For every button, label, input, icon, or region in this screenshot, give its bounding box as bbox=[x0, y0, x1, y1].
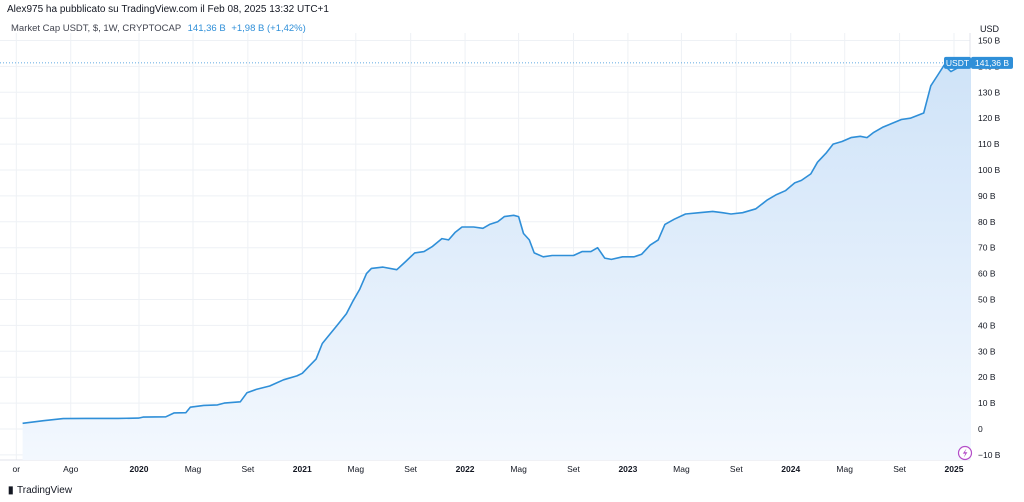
y-tick-label: 0 bbox=[978, 424, 983, 434]
series-legend[interactable]: Market Cap USDT, $, 1W, CRYPTOCAP 141,36… bbox=[11, 23, 306, 34]
x-tick-label: Set bbox=[730, 464, 743, 474]
x-tick-label: Mag bbox=[185, 464, 202, 474]
x-tick-label: or bbox=[13, 464, 21, 474]
x-tick-label: 2021 bbox=[293, 464, 312, 474]
y-tick-label: 80 B bbox=[978, 217, 996, 227]
x-tick-label: Set bbox=[241, 464, 254, 474]
y-tick-label: 130 B bbox=[978, 87, 1001, 97]
x-tick-label: 2024 bbox=[781, 464, 800, 474]
x-tick-label: 2025 bbox=[945, 464, 964, 474]
y-tick-label: 120 B bbox=[978, 113, 1001, 123]
x-tick-label: Mag bbox=[836, 464, 853, 474]
y-tick-label: 100 B bbox=[978, 165, 1001, 175]
area-fill bbox=[22, 62, 972, 461]
y-tick-label: 20 B bbox=[978, 372, 996, 382]
currency-label[interactable]: USD bbox=[980, 24, 1000, 34]
legend-change: +1,98 B (+1,42%) bbox=[231, 23, 306, 34]
x-tick-label: 2020 bbox=[130, 464, 149, 474]
y-tick-label: −10 B bbox=[978, 450, 1001, 460]
price-badge bbox=[971, 56, 1013, 69]
x-tick-label: Mag bbox=[510, 464, 527, 474]
price-axis[interactable]: −10 B 0 10 B 20 B 30 B 40 B 50 B 60 B 70 B 80 B 90… bbox=[978, 36, 1001, 460]
time-axis[interactable]: or Ago 2020 Mag Set 2021 Mag Set 2022 Mag Set 2023 M… bbox=[13, 464, 964, 474]
x-tick-label: Ago bbox=[63, 464, 78, 474]
x-tick-label: 2022 bbox=[456, 464, 475, 474]
y-tick-label: 30 B bbox=[978, 346, 996, 356]
y-tick-label: 150 B bbox=[978, 36, 1001, 46]
alert-icon[interactable] bbox=[957, 445, 973, 461]
legend-value: 141,36 B bbox=[187, 23, 226, 34]
tradingview-logo-text: TradingView bbox=[17, 485, 73, 496]
footer-branding[interactable]: ▮ TradingView bbox=[8, 485, 72, 496]
price-badge-label: 141,36 B bbox=[975, 58, 1009, 68]
tradingview-logo-icon: ▮ bbox=[8, 485, 14, 496]
ticker-badge bbox=[944, 56, 971, 69]
y-tick-label: 50 B bbox=[978, 295, 996, 305]
x-tick-label: Mag bbox=[673, 464, 690, 474]
published-by-line: Alex975 ha pubblicato su TradingView.com… bbox=[7, 4, 329, 15]
y-tick-label: 70 B bbox=[978, 243, 996, 253]
x-tick-label: Set bbox=[404, 464, 417, 474]
symbol-label[interactable]: Market Cap USDT, $, 1W, CRYPTOCAP bbox=[11, 23, 181, 34]
ticker-badge-label: USDT bbox=[946, 58, 969, 68]
y-tick-label: 110 B bbox=[978, 139, 1000, 149]
y-tick-label: 40 B bbox=[978, 320, 996, 330]
last-price-badge: USDT 141,36 B bbox=[944, 56, 1013, 69]
y-tick-label: 10 B bbox=[978, 398, 996, 408]
y-tick-label: 90 B bbox=[978, 191, 996, 201]
x-tick-label: Set bbox=[567, 464, 580, 474]
x-tick-label: 2023 bbox=[618, 464, 637, 474]
x-tick-label: Mag bbox=[348, 464, 365, 474]
x-tick-label: Set bbox=[893, 464, 906, 474]
y-tick-label: 60 B bbox=[978, 269, 996, 279]
series-line bbox=[22, 62, 972, 425]
